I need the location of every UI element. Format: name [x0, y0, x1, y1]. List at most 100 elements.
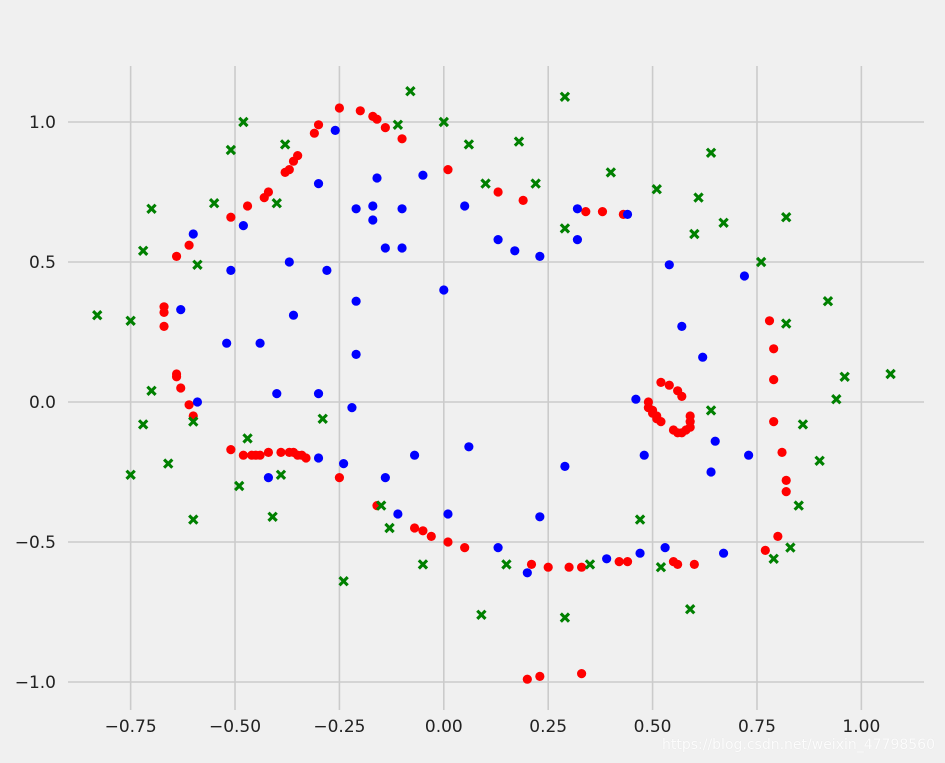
data-point-red	[577, 562, 587, 572]
data-point-green-x	[225, 144, 237, 156]
data-point-blue	[572, 204, 583, 214]
data-point-blue	[368, 201, 378, 211]
data-point-red	[664, 380, 674, 390]
data-point-blue	[622, 209, 633, 219]
y-tick-label: −1.0	[15, 673, 56, 693]
data-point-red	[301, 453, 311, 463]
data-point-blue	[255, 338, 265, 348]
y-tick-label: 0.5	[29, 253, 56, 273]
data-point-green-x	[208, 198, 220, 209]
data-point-red	[259, 193, 269, 203]
data-point-red	[159, 307, 169, 317]
data-point-green-x	[693, 192, 704, 203]
data-point-green-x	[822, 296, 834, 307]
data-point-blue	[313, 453, 324, 463]
data-point-green-x	[234, 480, 245, 492]
data-point-green-x	[188, 514, 199, 525]
data-point-blue	[409, 450, 420, 460]
data-point-red	[597, 207, 608, 217]
data-point-blue	[572, 235, 583, 245]
data-point-red	[263, 447, 274, 457]
data-point-green-x	[793, 500, 804, 511]
data-point-green-x	[513, 136, 525, 147]
data-point-green-x	[375, 500, 387, 511]
data-point-blue	[372, 173, 382, 183]
data-point-blue	[677, 321, 687, 331]
data-point-blue	[464, 442, 474, 452]
data-point-green-x	[163, 458, 174, 469]
data-point-blue	[443, 509, 453, 519]
data-point-green-x	[92, 310, 103, 321]
data-point-red	[493, 187, 503, 197]
data-point-blue	[313, 179, 324, 189]
data-point-red	[418, 526, 428, 536]
x-tick-label: 1.00	[842, 717, 880, 737]
data-point-blue	[380, 243, 390, 253]
data-point-blue	[188, 229, 198, 239]
data-point-green-x	[392, 119, 404, 130]
data-point-red	[171, 251, 182, 261]
data-point-blue	[397, 204, 407, 214]
data-point-green-x	[317, 413, 328, 424]
data-points	[92, 86, 896, 684]
data-point-green-x	[781, 212, 792, 223]
data-point-blue	[535, 512, 545, 522]
data-point-green-x	[684, 604, 696, 615]
data-point-blue	[313, 389, 324, 399]
data-point-red	[764, 316, 775, 326]
data-point-green-x	[417, 559, 429, 570]
data-point-red	[673, 559, 683, 570]
x-tick-label: −0.75	[105, 717, 157, 737]
y-tick-label: 0.0	[29, 393, 56, 413]
data-point-red	[309, 128, 319, 138]
data-point-blue	[535, 251, 545, 261]
data-point-green-x	[584, 559, 596, 570]
data-point-blue	[222, 338, 232, 348]
data-point-blue	[439, 285, 449, 295]
data-point-green-x	[634, 514, 646, 525]
data-point-red	[769, 375, 779, 385]
data-point-red	[769, 344, 779, 354]
data-point-blue	[288, 310, 299, 320]
data-point-green-x	[768, 553, 779, 564]
data-point-red	[409, 523, 420, 533]
data-point-green-x	[559, 612, 571, 623]
data-point-red	[171, 372, 182, 382]
data-point-green-x	[797, 419, 809, 430]
data-point-red	[522, 674, 532, 684]
data-point-blue	[493, 235, 503, 245]
data-point-green-x	[530, 178, 541, 189]
data-point-green-x	[275, 469, 287, 480]
data-point-red	[656, 417, 666, 427]
data-point-red	[334, 473, 345, 483]
x-tick-label: −0.50	[209, 717, 261, 737]
data-point-blue	[338, 459, 349, 469]
data-point-blue	[226, 265, 236, 275]
data-point-red	[769, 417, 779, 427]
data-point-blue	[631, 394, 641, 404]
data-point-red	[276, 447, 286, 457]
data-point-red	[443, 537, 453, 547]
data-point-red	[518, 195, 528, 205]
x-tick-label: 0.75	[738, 717, 776, 737]
data-point-red	[577, 669, 587, 679]
data-point-blue	[660, 543, 670, 553]
data-point-red	[543, 562, 553, 572]
data-point-green-x	[146, 203, 157, 214]
data-point-blue	[347, 403, 357, 413]
x-axis-ticks: −0.75 −0.50 −0.25 0.00 0.25 0.50 0.75 1.00	[105, 717, 881, 737]
data-point-red	[781, 487, 791, 497]
data-point-blue	[322, 265, 332, 275]
data-point-red	[176, 383, 186, 393]
data-point-green-x	[405, 86, 416, 97]
grid-lines	[68, 66, 924, 710]
data-point-red	[226, 445, 236, 455]
data-point-blue	[739, 271, 750, 281]
data-point-green-x	[192, 259, 203, 270]
data-point-red	[159, 321, 169, 331]
y-tick-label: −0.5	[15, 533, 56, 553]
data-point-red	[614, 557, 624, 567]
data-point-green-x	[689, 228, 700, 240]
data-point-red	[380, 123, 390, 133]
